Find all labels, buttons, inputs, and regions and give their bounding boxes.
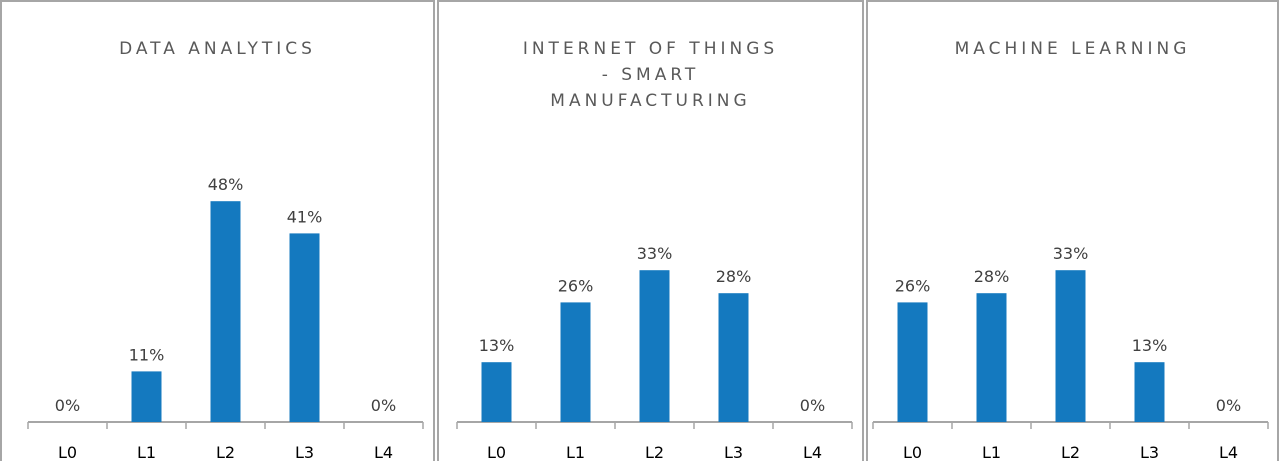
data-label: 41% — [287, 207, 323, 226]
x-tick-label: L2 — [645, 443, 664, 462]
data-label: 0% — [800, 396, 825, 415]
data-label: 28% — [974, 267, 1010, 286]
bar — [560, 302, 591, 422]
bar-chart: 13% L0 26% L1 33% L2 28% L3 0% L4 — [456, 244, 853, 462]
x-tick-label: L3 — [1140, 443, 1159, 462]
data-label: 33% — [1053, 244, 1089, 263]
data-label: 48% — [208, 175, 244, 194]
bar-chart: 0% L0 11% L1 48% L2 41% L3 0% L4 — [27, 175, 424, 462]
x-tick-label: L1 — [137, 443, 156, 462]
data-label: 0% — [55, 396, 80, 415]
data-label: 0% — [371, 396, 396, 415]
chart-panel-machine-learning: MACHINE LEARNING 26% L0 28% L1 33% L2 13% L3 0% L… — [866, 0, 1279, 462]
x-tick-label: L4 — [1219, 443, 1238, 462]
x-tick-label: L1 — [982, 443, 1001, 462]
x-tick-label: L3 — [724, 443, 743, 462]
chart-panel-data-analytics: DATA ANALYTICS 0% L0 11% L1 48% L2 41% L3 0% L4 — [0, 0, 435, 462]
x-tick-label: L4 — [374, 443, 393, 462]
bar — [131, 371, 162, 422]
x-tick-label: L3 — [295, 443, 314, 462]
bar — [897, 302, 928, 422]
x-tick-label: L2 — [216, 443, 235, 462]
chart-panel-internet-of-things: INTERNET OF THINGS - SMART MANUFACTURING… — [437, 0, 864, 462]
data-label: 28% — [716, 267, 752, 286]
bar-chart: 26% L0 28% L1 33% L2 13% L3 0% L4 — [872, 244, 1269, 462]
x-tick-label: L0 — [58, 443, 77, 462]
bar — [976, 293, 1007, 422]
x-tick-label: L0 — [903, 443, 922, 462]
x-tick-label: L1 — [566, 443, 585, 462]
bar — [289, 233, 320, 422]
data-label: 11% — [129, 345, 165, 364]
chart-title: MACHINE LEARNING — [954, 39, 1191, 59]
data-label: 13% — [479, 336, 515, 355]
bar — [1134, 362, 1165, 422]
bar — [718, 293, 749, 422]
data-label: 26% — [558, 276, 594, 295]
x-tick-label: L0 — [487, 443, 506, 462]
chart-title: INTERNET OF THINGS - SMART MANUFACTURING — [522, 39, 779, 111]
chart-title: DATA ANALYTICS — [119, 39, 316, 59]
bar — [210, 201, 241, 422]
x-tick-label: L2 — [1061, 443, 1080, 462]
bar — [1055, 270, 1086, 422]
data-label: 13% — [1132, 336, 1168, 355]
data-label: 26% — [895, 276, 931, 295]
x-tick-label: L4 — [803, 443, 822, 462]
bar — [639, 270, 670, 422]
data-label: 0% — [1216, 396, 1241, 415]
data-label: 33% — [637, 244, 673, 263]
bar — [481, 362, 512, 422]
